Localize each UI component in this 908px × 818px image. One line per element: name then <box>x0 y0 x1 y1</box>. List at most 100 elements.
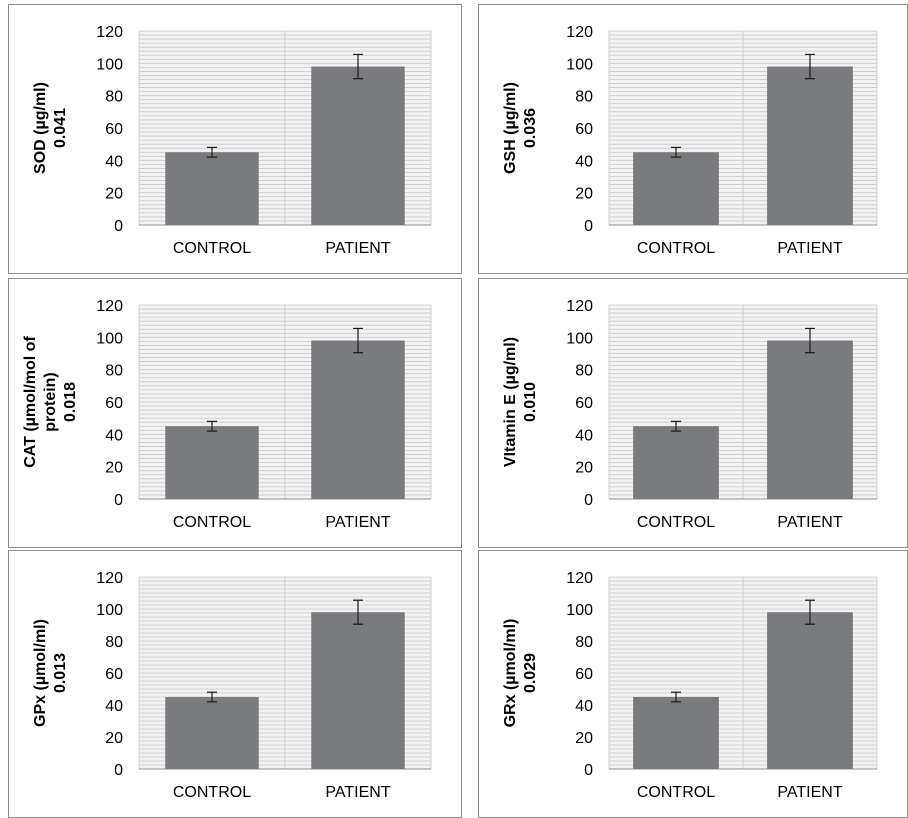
error-bar-control <box>207 146 217 158</box>
y-tick-label: 0 <box>114 492 123 509</box>
y-tick-label: 40 <box>575 153 593 170</box>
x-tick-label: PATIENT <box>777 514 842 531</box>
y-tick-label: 100 <box>96 602 123 619</box>
bar-control <box>633 697 719 769</box>
y-axis-label: GPx (µmol/ml) 0.013 <box>32 619 69 727</box>
chart-svg: 0 20 40 60 80 100 120 CONTROL PATIENT VItamin E (… <box>502 298 878 531</box>
chart-panel-grx: 0 20 40 60 80 100 120 CONTROL PATIENT GRx (µmol/m… <box>478 550 908 818</box>
y-tick-label: 120 <box>566 570 593 587</box>
x-tick-label: CONTROL <box>173 240 251 257</box>
y-axis-label: GSH (µg/ml) 0.036 <box>502 82 539 174</box>
bar-patient <box>767 612 853 769</box>
y-tick-label: 0 <box>114 762 123 779</box>
y-tick-label: 0 <box>114 218 123 235</box>
y-axis-label: SOD (µg/ml) 0.041 <box>32 82 69 174</box>
y-axis-label: VItamin E (µg/ml) 0.010 <box>502 337 539 467</box>
y-tick-label: 100 <box>566 602 593 619</box>
y-axis-label-line: GRx (µmol/ml) <box>502 619 519 728</box>
y-tick-label: 100 <box>96 56 123 73</box>
bar-control <box>633 152 719 225</box>
y-axis-label-line: VItamin E (µg/ml) <box>502 337 519 467</box>
x-tick-label: PATIENT <box>325 514 390 531</box>
y-tick-label: 60 <box>575 395 593 412</box>
y-tick-label: 80 <box>105 634 123 651</box>
y-tick-label: 20 <box>575 460 593 477</box>
bar-control <box>165 426 259 499</box>
y-axis-label-line: GPx (µmol/ml) <box>32 619 49 727</box>
y-tick-label: 20 <box>105 460 123 477</box>
x-tick-label: CONTROL <box>637 784 715 801</box>
y-axis-label: GRx (µmol/ml) 0.029 <box>502 619 539 728</box>
y-tick-label: 120 <box>96 570 123 587</box>
y-tick-label: 40 <box>105 427 123 444</box>
x-tick-label: PATIENT <box>325 240 390 257</box>
error-bar-patient <box>353 327 363 354</box>
y-tick-label: 60 <box>105 666 123 683</box>
y-axis-label-line: protein) <box>42 372 59 432</box>
bar-patient <box>311 340 405 499</box>
y-axis-label-line: 0.018 <box>62 382 79 422</box>
bar-patient <box>767 66 853 225</box>
x-tick-label: CONTROL <box>637 514 715 531</box>
y-axis-label: CAT (µmol/mol of protein) 0.018 <box>22 336 79 468</box>
error-bar-control <box>671 146 681 158</box>
chart-svg: 0 20 40 60 80 100 120 CONTROL PATIENT GRx (µmol/m… <box>502 570 878 801</box>
y-axis-label-line: GSH (µg/ml) <box>502 82 519 174</box>
y-tick-label: 40 <box>575 698 593 715</box>
y-axis-label-line: 0.029 <box>522 653 539 693</box>
bar-control <box>165 697 259 769</box>
error-bar-control <box>207 691 217 703</box>
bar-patient <box>311 66 405 225</box>
chart-panel-vitamin-e: 0 20 40 60 80 100 120 CONTROL PATIENT VItamin E (… <box>478 278 908 548</box>
chart-svg: 0 20 40 60 80 100 120 CONTROL PATIENT CAT (µmol/m… <box>22 298 432 531</box>
error-bar-control <box>207 420 217 432</box>
bar-control <box>165 152 259 225</box>
x-tick-label: CONTROL <box>637 240 715 257</box>
y-tick-label: 0 <box>584 218 593 235</box>
x-tick-label: PATIENT <box>777 240 842 257</box>
x-tick-label: PATIENT <box>325 784 390 801</box>
y-axis-label-line: CAT (µmol/mol of <box>22 336 39 468</box>
y-tick-label: 20 <box>575 730 593 747</box>
error-bar-patient <box>805 53 815 80</box>
x-tick-label: CONTROL <box>173 514 251 531</box>
y-axis-label-line: SOD (µg/ml) <box>32 82 49 174</box>
error-bar-control <box>671 420 681 432</box>
y-tick-label: 80 <box>105 89 123 106</box>
y-tick-label: 60 <box>105 395 123 412</box>
y-tick-label: 0 <box>584 762 593 779</box>
chart-panel-gsh: 0 20 40 60 80 100 120 CONTROL PATIENT GSH (µg/ml)… <box>478 4 908 274</box>
y-tick-label: 120 <box>96 298 123 315</box>
y-tick-label: 60 <box>575 666 593 683</box>
chart-svg: 0 20 40 60 80 100 120 CONTROL PATIENT SOD (µg/ml)… <box>32 24 432 257</box>
y-tick-label: 120 <box>566 24 593 41</box>
y-tick-label: 120 <box>566 298 593 315</box>
y-tick-label: 80 <box>575 89 593 106</box>
y-tick-label: 40 <box>105 698 123 715</box>
y-tick-label: 20 <box>105 730 123 747</box>
y-tick-label: 60 <box>575 121 593 138</box>
error-bar-control <box>671 691 681 703</box>
y-axis-label-line: 0.010 <box>522 382 539 422</box>
y-tick-label: 120 <box>96 24 123 41</box>
y-tick-label: 40 <box>575 427 593 444</box>
y-axis-label-line: 0.036 <box>522 108 539 148</box>
bar-control <box>633 426 719 499</box>
y-tick-label: 80 <box>575 634 593 651</box>
x-tick-label: PATIENT <box>777 784 842 801</box>
y-axis-label-line: 0.041 <box>52 108 69 148</box>
error-bar-patient <box>353 53 363 80</box>
bar-patient <box>311 612 405 769</box>
error-bar-patient <box>353 599 363 625</box>
bar-patient <box>767 340 853 499</box>
chart-panel-cat: 0 20 40 60 80 100 120 CONTROL PATIENT CAT (µmol/m… <box>8 278 462 548</box>
chart-panel-gpx: 0 20 40 60 80 100 120 CONTROL PATIENT GPx (µmol/m… <box>8 550 462 818</box>
y-tick-label: 20 <box>575 186 593 203</box>
y-tick-label: 100 <box>566 56 593 73</box>
x-tick-label: CONTROL <box>173 784 251 801</box>
y-tick-label: 80 <box>575 363 593 380</box>
error-bar-patient <box>805 599 815 625</box>
y-axis-label-line: 0.013 <box>52 653 69 693</box>
y-tick-label: 20 <box>105 186 123 203</box>
y-tick-label: 80 <box>105 363 123 380</box>
